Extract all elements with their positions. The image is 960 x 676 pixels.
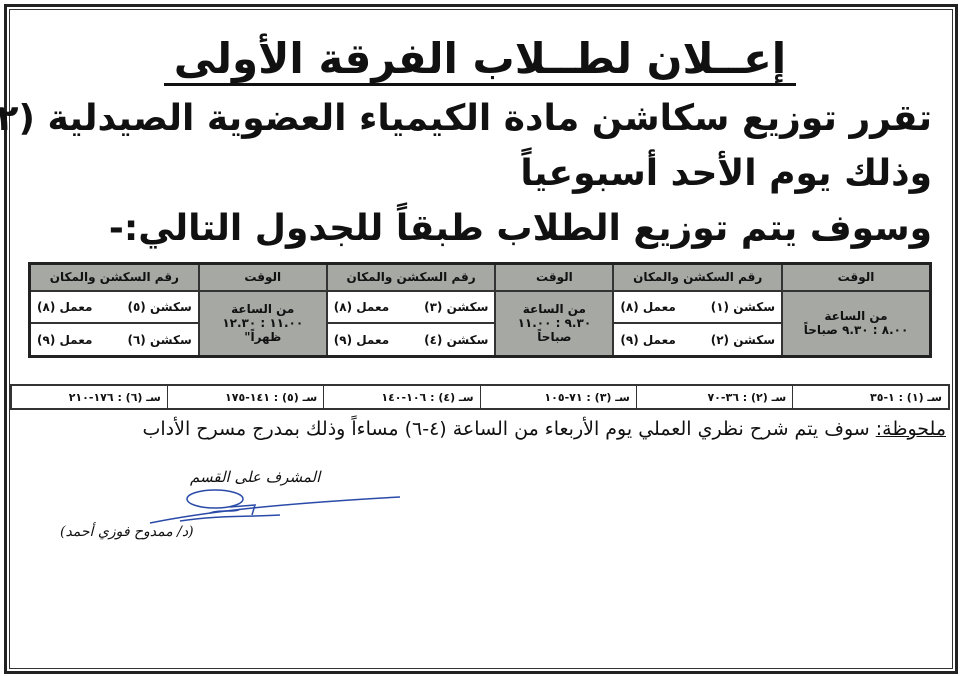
handwritten-signature [149, 489, 401, 524]
time-line: صباحاً [537, 330, 572, 345]
range-cell: سـ (٤) : ١٠٦-١٤٠ [323, 384, 481, 410]
time-line: ظهراً" [244, 330, 282, 345]
section-label: سكشن (٥) [127, 299, 192, 314]
range-cell: سـ (٣) : ٧١-١٠٥ [479, 384, 637, 410]
lab-label: معمل (٩) [620, 332, 676, 347]
section-ranges-table: سـ (١) : ١-٣٥ سـ (٢) : ٣٦-٧٠ سـ (٣) : ٧١… [10, 384, 950, 410]
section-label: سكشن (٢) [710, 332, 775, 347]
body-line-3: وسوف يتم توزيع الطلاب طبقاً للجدول التال… [108, 208, 932, 249]
supervisor-title: المشرف على القسم [190, 468, 321, 486]
section-cell: سكشن (١) معمل (٨) [612, 289, 783, 325]
section-label: سكشن (٣) [424, 299, 489, 314]
section-cell: سكشن (٢) معمل (٩) [612, 322, 783, 358]
table-row: سـ (١) : ١-٣٥ سـ (٢) : ٣٦-٧٠ سـ (٣) : ٧١… [10, 384, 950, 410]
time-line: من الساعة [522, 302, 586, 317]
lab-label: معمل (٩) [333, 332, 390, 347]
section-cell: سكشن (٦) معمل (٩) [28, 322, 200, 358]
range-cell: سـ (٦) : ١٧٦-٢١٠ [10, 384, 168, 410]
section-cell: سكشن (٥) معمل (٨) [28, 289, 200, 325]
time-line: من الساعة [824, 309, 888, 324]
note-label: ملحوظة: [875, 418, 946, 440]
section-label: سكشن (٤) [424, 332, 489, 347]
signatory-name: (د/ ممدوح فوزي أحمد) [60, 524, 194, 540]
header-row: الوقت رقم السكشن والمكان الوقت رقم السكش… [28, 262, 932, 292]
time-line: ٨.٠٠ : ٩.٣٠ صباحاً [803, 323, 909, 338]
body-line-2: وذلك يوم الأحد أسبوعياً [520, 153, 932, 194]
lab-label: معمل (٩) [37, 332, 93, 347]
time-cell: من الساعة ٩.٣٠ : ١١.٠٠ صباحاً [494, 289, 615, 358]
header-cell: رقم السكشن والمكان [325, 262, 497, 292]
section-cell: سكشن (٣) معمل (٨) [325, 289, 497, 325]
note-text: سوف يتم شرح نظري العملي يوم الأربعاء من … [142, 418, 876, 440]
time-line: من الساعة [231, 302, 295, 317]
lab-label: معمل (٨) [37, 299, 93, 314]
time-line: ٩.٣٠ : ١١.٠٠ [517, 316, 592, 331]
header-cell: رقم السكشن والمكان [612, 262, 783, 292]
lab-label: معمل (٨) [620, 299, 676, 314]
range-cell: سـ (٥) : ١٤١-١٧٥ [166, 384, 325, 410]
time-line: ١١.٠٠ : ١٢.٣٠ [222, 316, 304, 331]
schedule-table: الوقت رقم السكشن والمكان الوقت رقم السكش… [28, 262, 932, 358]
header-cell: الوقت [494, 262, 615, 292]
range-cell: سـ (٢) : ٣٦-٧٠ [635, 384, 794, 410]
time-cell: من الساعة ٨.٠٠ : ٩.٣٠ صباحاً [781, 289, 932, 358]
body-line-1: تقرر توزيع سكاشن مادة الكيمياء العضوية ا… [0, 98, 932, 139]
header-cell: رقم السكشن والمكان [28, 262, 200, 292]
table-row: سكشن (٢) معمل (٩) سكشن (٤) معمل (٩) سكشن (… [28, 322, 931, 358]
section-cell: سكشن (٤) معمل (٩) [325, 322, 497, 358]
section-label: سكشن (٦) [127, 332, 192, 347]
note: ملحوظة: سوف يتم شرح نظري العملي يوم الأر… [143, 418, 947, 440]
lab-label: معمل (٨) [333, 299, 390, 314]
header-cell: الوقت [197, 262, 328, 292]
time-cell: من الساعة ١١.٠٠ : ١٢.٣٠ ظهراً" [197, 289, 328, 358]
section-label: سكشن (١) [710, 299, 775, 314]
announcement-title: إعــلان لطــلاب الفرقة الأولى [0, 34, 960, 86]
table-row: من الساعة ٨.٠٠ : ٩.٣٠ صباحاً سكشن (١) معمل… [28, 289, 932, 358]
header-cell: الوقت [781, 262, 932, 292]
range-cell: سـ (١) : ١-٣٥ [792, 384, 950, 410]
page-border [4, 4, 958, 674]
